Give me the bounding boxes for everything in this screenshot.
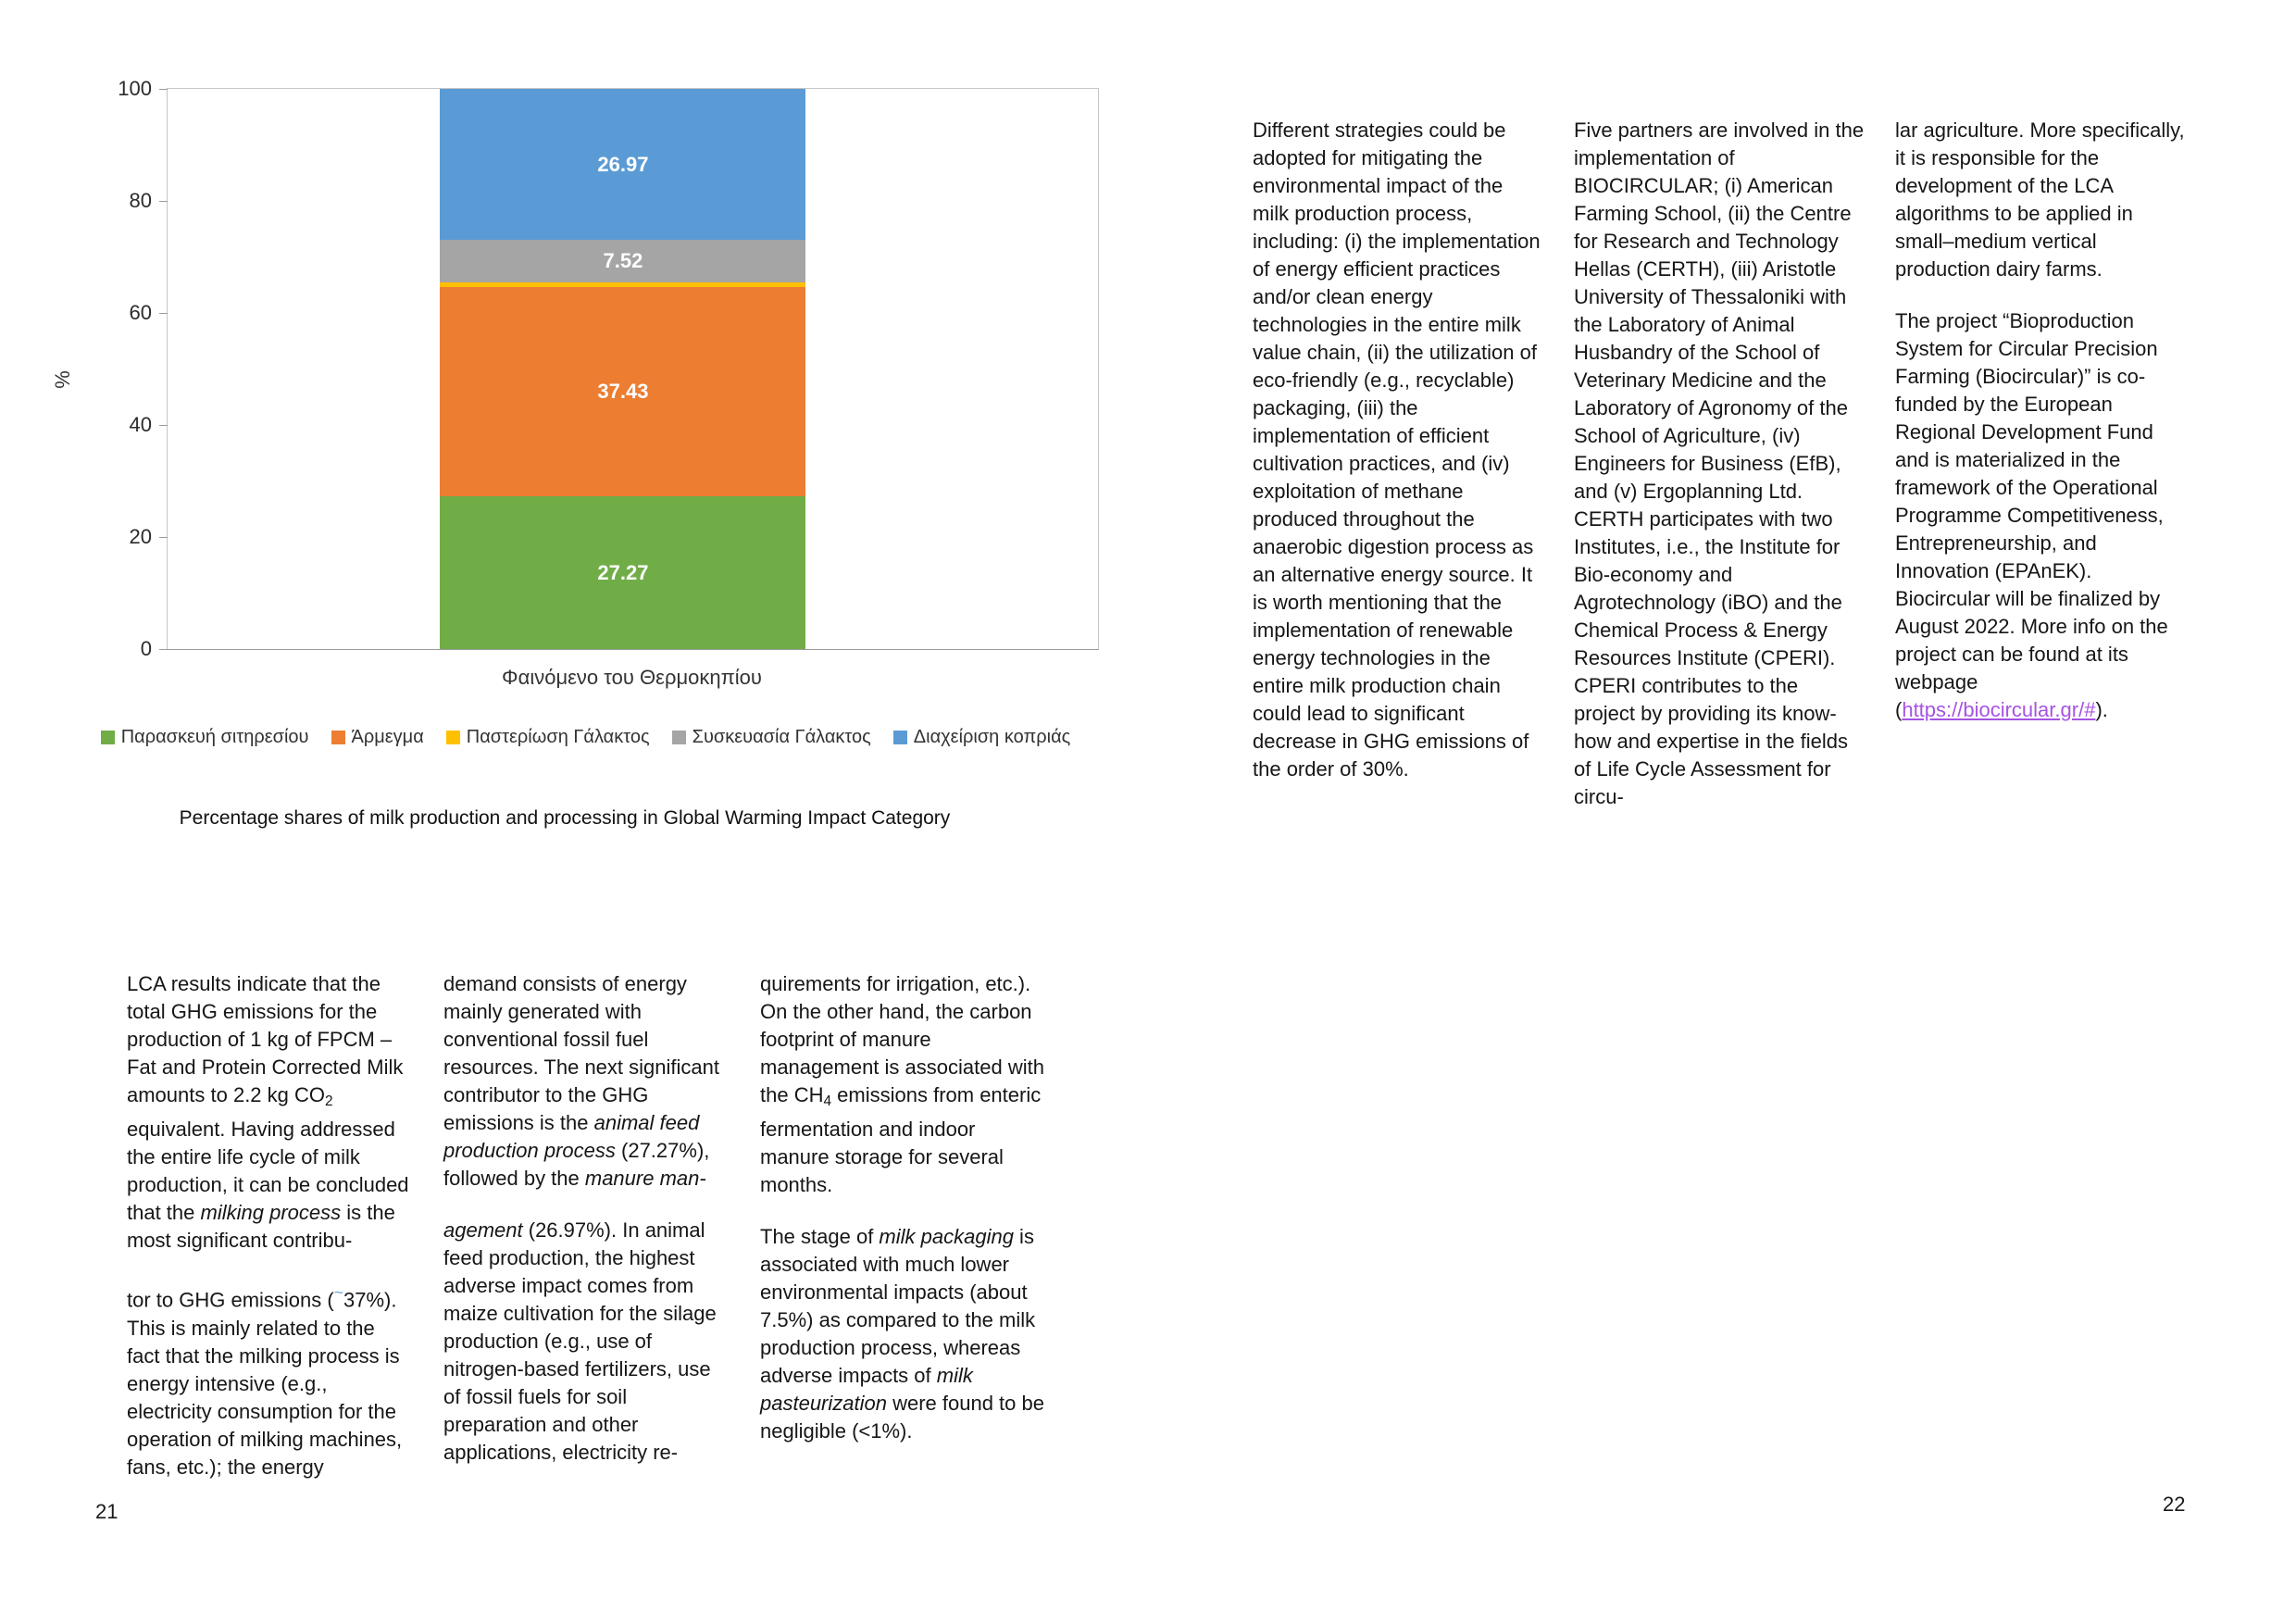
text-run: lar agriculture. More specifically, it i… xyxy=(1895,119,2185,281)
text-run: 4 xyxy=(823,1093,832,1109)
paragraph: LCA results indicate that the total GHG … xyxy=(127,970,412,1255)
y-tick-label: 60 xyxy=(129,301,152,324)
bar-segment-label: 37.43 xyxy=(597,379,649,403)
legend-swatch xyxy=(331,731,345,744)
text-run: ). xyxy=(2095,698,2108,721)
chart-legend: Παρασκευή σιτηρεσίου Άρμεγμα Παστερίωση Γά… xyxy=(56,727,1116,748)
italic-text: animal feed production process xyxy=(443,1111,700,1162)
paragraph: quirements for irrigation, etc.). On the… xyxy=(760,970,1045,1199)
text-run: (26.97%). In animal feed production, the… xyxy=(443,1218,717,1464)
text-column: Five partners are involved in the implem… xyxy=(1574,117,1865,835)
page-number-right: 22 xyxy=(2163,1493,2186,1516)
text-run: The stage of xyxy=(760,1224,880,1248)
text-run: 37%). This is mainly related to the fact… xyxy=(127,1288,403,1479)
text-run: Different strategies could be adopted fo… xyxy=(1253,119,1541,781)
y-tick-mark xyxy=(159,425,168,426)
y-tick-label: 80 xyxy=(129,189,152,212)
y-tick-mark xyxy=(159,89,168,90)
text-run: ~ xyxy=(333,1282,343,1302)
paragraph: Different strategies could be adopted fo… xyxy=(1253,117,1543,783)
bar-segment: 7.52 xyxy=(440,240,806,282)
italic-text: agement xyxy=(443,1218,523,1242)
text-run: is associated with much lower environmen… xyxy=(760,1224,1036,1387)
italic-text: manure man- xyxy=(584,1167,706,1190)
text-column: lar agriculture. More specifically, it i… xyxy=(1895,117,2186,748)
paragraph: The project “Bioproduction System for Ci… xyxy=(1895,307,2186,724)
bar-segment: 27.27 xyxy=(440,496,806,649)
text-run: Five partners are involved in the implem… xyxy=(1574,119,1865,808)
italic-text: milking process xyxy=(200,1200,342,1224)
legend-swatch xyxy=(671,731,686,744)
text-run: demand consists of energy mainly generat… xyxy=(443,972,719,1134)
hyperlink[interactable]: https://biocircular.gr/# xyxy=(1902,698,2096,721)
page-number-left: 21 xyxy=(95,1500,119,1523)
bar-segment: 26.97 xyxy=(440,89,806,241)
text-column: LCA results indicate that the total GHG … xyxy=(127,970,412,1505)
text-column: demand consists of energy mainly generat… xyxy=(443,970,729,1491)
paragraph: Five partners are involved in the implem… xyxy=(1574,117,1865,811)
italic-text: milk pasteurization xyxy=(760,1363,973,1415)
stacked-bar: 27.27 37.43 7.52 26.97 xyxy=(440,89,806,649)
legend-item: Άρμεγμα xyxy=(331,727,424,748)
y-tick-mark xyxy=(159,313,168,314)
y-tick-label: 100 xyxy=(118,77,152,100)
y-tick-mark xyxy=(159,537,168,538)
paragraph: lar agriculture. More specifically, it i… xyxy=(1895,117,2186,283)
paragraph: demand consists of energy mainly generat… xyxy=(443,970,729,1193)
bar-segment-label: 27.27 xyxy=(597,560,649,584)
text-run: (27.27%), followed by the xyxy=(443,1139,710,1190)
y-tick-mark xyxy=(159,649,168,650)
italic-text: milk packaging xyxy=(879,1224,1014,1248)
chart-caption: Percentage shares of milk production and… xyxy=(179,807,951,829)
paragraph: agement (26.97%). In animal feed product… xyxy=(443,1217,729,1467)
text-run: emissions from enteric fermentation and … xyxy=(760,1083,1042,1196)
legend-swatch xyxy=(100,731,115,744)
legend-label: Παστερίωση Γάλακτος xyxy=(466,727,650,747)
legend-item: Διαχείριση κοπριάς xyxy=(892,727,1071,748)
text-column: Different strategies could be adopted fo… xyxy=(1253,117,1543,807)
text-run: 2 xyxy=(325,1093,333,1109)
y-tick-mark xyxy=(159,201,168,202)
y-tick-label: 20 xyxy=(129,525,152,548)
y-tick-label: 0 xyxy=(140,637,152,660)
bar-segment: 37.43 xyxy=(440,286,806,497)
legend-label: Άρμεγμα xyxy=(351,727,424,747)
stacked-bar-chart: % 0 20 40 60 80 100 27.27 37.43 7.52 26.97 Φαινόμ… xyxy=(51,42,1116,796)
bar-segment-label: 26.97 xyxy=(597,152,649,176)
legend-swatch xyxy=(892,731,907,744)
text-run: equivalent. Having addressed the entire … xyxy=(127,1117,409,1224)
legend-label: Διαχείριση κοπριάς xyxy=(913,727,1071,747)
x-axis-title: Φαινόμενο του Θερμοκηπίου xyxy=(502,666,762,689)
text-run: tor to GHG emissions ( xyxy=(127,1288,334,1312)
text-run: The project “Bioproduction System for Ci… xyxy=(1895,309,2168,721)
paragraph: tor to GHG emissions (~37%). This is mai… xyxy=(127,1279,412,1481)
legend-label: Παρασκευή σιτηρεσίου xyxy=(120,727,309,747)
legend-label: Συσκευασία Γάλακτος xyxy=(692,727,871,747)
text-run: were found to be negligible (<1%). xyxy=(760,1391,1044,1443)
bar-segment xyxy=(440,281,806,287)
y-tick-label: 40 xyxy=(129,413,152,436)
legend-item: Παστερίωση Γάλακτος xyxy=(445,727,650,748)
text-run: LCA results indicate that the total GHG … xyxy=(127,972,404,1106)
legend-swatch xyxy=(445,731,460,744)
paragraph: The stage of milk packaging is associate… xyxy=(760,1223,1045,1445)
text-run: quirements for irrigation, etc.). On the… xyxy=(760,972,1044,1106)
legend-item: Παρασκευή σιτηρεσίου xyxy=(100,727,309,748)
bar-segment-label: 7.52 xyxy=(603,248,643,272)
chart-plot: 0 20 40 60 80 100 27.27 37.43 7.52 26.97 xyxy=(118,77,1099,660)
legend-item: Συσκευασία Γάλακτος xyxy=(671,727,871,748)
y-axis-title: % xyxy=(50,370,74,389)
text-run: is the most significant contribu- xyxy=(127,1200,395,1252)
text-column: quirements for irrigation, etc.). On the… xyxy=(760,970,1045,1469)
